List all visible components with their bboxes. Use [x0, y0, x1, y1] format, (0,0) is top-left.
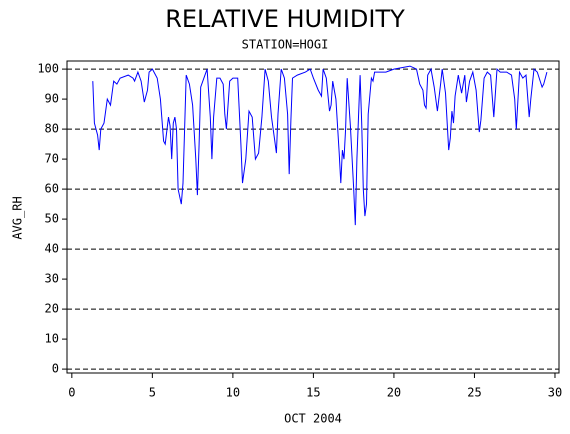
y-tick-label: 50: [45, 212, 59, 226]
x-tick-label: 20: [387, 386, 401, 400]
plot-frame: [66, 60, 560, 374]
x-tick-label: 15: [306, 386, 320, 400]
x-tick-label: 30: [548, 386, 562, 400]
x-tick-label: 10: [226, 386, 240, 400]
chart-subtitle: STATION=HOGI: [242, 38, 329, 52]
y-tick-label: 40: [45, 242, 59, 256]
data-line: [92, 65, 548, 226]
x-tick-label: 25: [467, 386, 481, 400]
y-tick-label: 20: [45, 302, 59, 316]
y-tick-label: 70: [45, 152, 59, 166]
y-axis-label: AVG_RH: [11, 196, 25, 239]
y-tick-label: 90: [45, 92, 59, 106]
chart-title: RELATIVE HUMIDITY: [165, 5, 405, 33]
y-tick-label: 80: [45, 122, 59, 136]
x-tick-label: 0: [68, 386, 75, 400]
y-tick-label: 0: [52, 362, 59, 376]
y-tick-label: 60: [45, 182, 59, 196]
y-tick-label: 10: [45, 332, 59, 346]
x-tick-label: 5: [149, 386, 156, 400]
y-tick-label: 100: [37, 62, 59, 76]
x-axis-label: OCT 2004: [284, 412, 342, 426]
y-tick-label: 30: [45, 272, 59, 286]
